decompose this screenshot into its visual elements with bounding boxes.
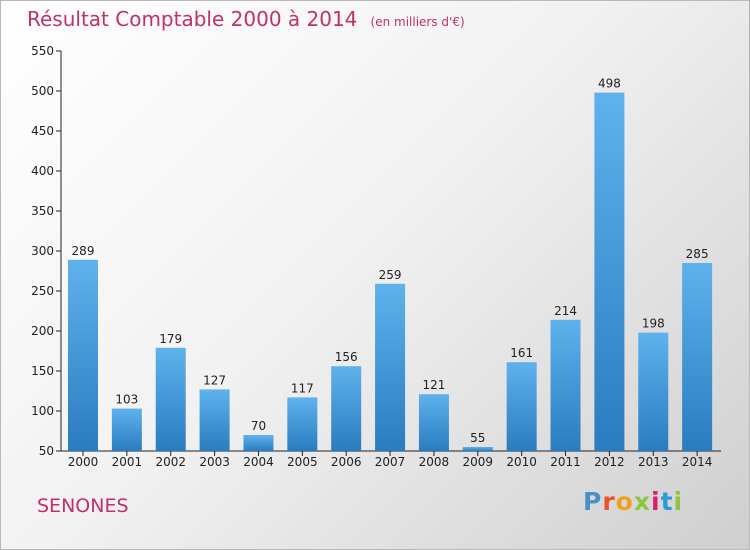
x-tick-label: 2000 (68, 455, 99, 469)
logo-letter: o (615, 487, 634, 516)
bar (68, 259, 98, 451)
x-tick-label: 2014 (682, 455, 713, 469)
chart-subtitle: (en milliers d'€) (370, 15, 465, 29)
y-tick-label: 350 (31, 204, 54, 218)
data-label: 285 (686, 247, 709, 261)
bar (594, 92, 625, 451)
logo-letter: i (673, 487, 684, 516)
bar (418, 394, 449, 451)
data-label: 161 (510, 346, 533, 360)
logo-letter: t (660, 487, 674, 516)
x-tick-label: 2006 (331, 455, 362, 469)
x-tick-label: 2002 (155, 455, 186, 469)
proxiti-logo: Proxiti (583, 487, 683, 516)
bar (462, 447, 493, 451)
x-tick-label: 2001 (112, 455, 143, 469)
data-label: 198 (642, 317, 665, 331)
data-label: 214 (554, 304, 577, 318)
bar (199, 389, 230, 451)
logo-letter: i (651, 487, 661, 516)
y-tick-label: 150 (31, 364, 54, 378)
data-label: 127 (203, 373, 226, 387)
data-label: 70 (251, 419, 266, 433)
x-tick-label: 2013 (638, 455, 669, 469)
bar (638, 332, 669, 451)
bar (243, 435, 274, 451)
y-tick-label: 400 (31, 164, 54, 178)
bar (375, 283, 406, 451)
y-tick-label: 500 (31, 84, 54, 98)
bar (111, 408, 142, 451)
y-tick-label: 250 (31, 284, 54, 298)
y-tick-label: 50 (39, 444, 54, 458)
bar (155, 347, 186, 451)
data-label: 121 (422, 378, 445, 392)
y-tick-label: 200 (31, 324, 54, 338)
bar (550, 319, 581, 451)
bar (682, 263, 713, 451)
x-tick-label: 2010 (506, 455, 537, 469)
x-tick-label: 2005 (287, 455, 318, 469)
x-tick-label: 2011 (550, 455, 581, 469)
x-tick-label: 2008 (419, 455, 450, 469)
bar (287, 397, 318, 451)
x-tick-label: 2007 (375, 455, 406, 469)
x-tick-label: 2012 (594, 455, 625, 469)
data-label: 289 (72, 244, 95, 258)
data-label: 156 (335, 350, 358, 364)
city-name: SENONES (37, 495, 129, 517)
data-label: 259 (379, 268, 402, 282)
data-label: 103 (115, 393, 138, 407)
data-label: 498 (598, 77, 621, 91)
x-tick-label: 2003 (199, 455, 230, 469)
y-tick-label: 550 (31, 44, 54, 58)
data-label: 117 (291, 381, 314, 395)
chart-title: Résultat Comptable 2000 à 2014 (27, 7, 358, 31)
x-tick-label: 2009 (463, 455, 494, 469)
logo-letter: P (583, 487, 603, 516)
logo-letter: x (633, 487, 651, 516)
title-line: Résultat Comptable 2000 à 2014 (en milli… (27, 7, 465, 31)
bar (506, 362, 537, 451)
data-label: 179 (159, 332, 182, 346)
y-tick-label: 450 (31, 124, 54, 138)
x-tick-label: 2004 (243, 455, 274, 469)
y-tick-label: 100 (31, 404, 54, 418)
bar (331, 366, 362, 451)
y-tick-label: 300 (31, 244, 54, 258)
data-label: 55 (470, 431, 485, 445)
logo-letter: r (602, 487, 616, 516)
